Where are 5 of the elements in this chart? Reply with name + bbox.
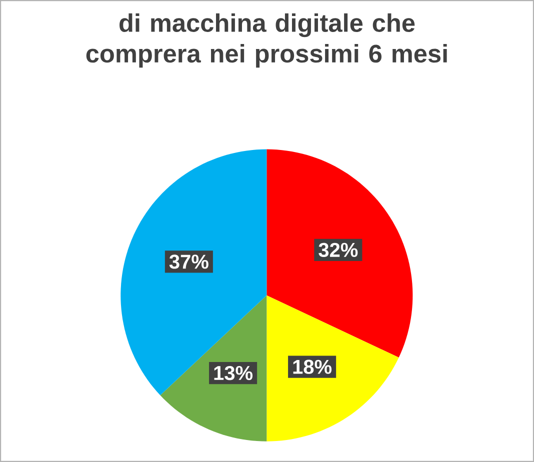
data-label: 18% [293,360,332,374]
data-label: 32% [318,242,358,258]
data-label: 13% [214,366,253,380]
data-label: 37% [169,254,208,269]
chart-title: di macchina digitale che comprera nei prossimi 6 mesi [86,13,447,68]
